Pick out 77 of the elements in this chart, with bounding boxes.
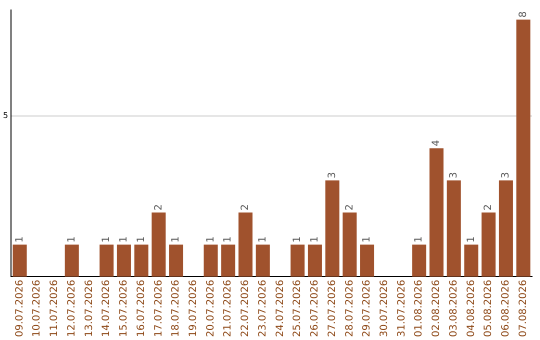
bar xyxy=(429,148,444,277)
bar xyxy=(290,244,305,277)
x-tick-label: 16.07.2026 xyxy=(136,280,147,338)
bar xyxy=(100,244,114,277)
x-tick-label: 05.08.2026 xyxy=(483,280,494,338)
data-label: 1 xyxy=(466,236,477,243)
bar xyxy=(342,212,357,277)
x-tick-label: 01.08.2026 xyxy=(414,280,425,338)
x-tick-label: 09.07.2026 xyxy=(14,280,26,338)
bar xyxy=(516,20,530,277)
data-label: 3 xyxy=(500,172,512,178)
data-label: 1 xyxy=(101,236,112,243)
x-tick-label: 17.07.2026 xyxy=(153,280,164,338)
x-tick-label: 06.08.2026 xyxy=(500,280,512,338)
x-tick-label: 04.08.2026 xyxy=(466,280,477,338)
bar xyxy=(308,244,322,277)
bar xyxy=(12,244,27,277)
x-tick-label: 31.07.2026 xyxy=(396,280,408,338)
data-label: 1 xyxy=(292,236,304,243)
data-label: 1 xyxy=(257,236,268,243)
data-label: 3 xyxy=(326,172,338,178)
bar xyxy=(412,244,426,277)
data-label: 4 xyxy=(431,140,442,146)
bar xyxy=(116,244,131,277)
x-tick-label: 23.07.2026 xyxy=(257,280,268,338)
data-label: 2 xyxy=(344,204,356,210)
data-label: 1 xyxy=(222,236,234,243)
x-tick-label: 18.07.2026 xyxy=(170,280,182,338)
bar xyxy=(464,244,478,277)
bar xyxy=(498,180,513,277)
y-tick-label: 5 xyxy=(2,111,8,120)
data-label: 1 xyxy=(14,236,26,243)
x-tick-label: 03.08.2026 xyxy=(448,280,460,338)
x-tick-label: 27.07.2026 xyxy=(326,280,338,338)
data-label: 2 xyxy=(153,204,164,210)
x-tick-label: 07.08.2026 xyxy=(518,280,529,338)
data-label: 1 xyxy=(66,236,78,243)
x-tick-label: 20.07.2026 xyxy=(205,280,216,338)
data-label: 1 xyxy=(170,236,182,243)
data-label: 1 xyxy=(362,236,373,243)
x-tick-label: 11.07.2026 xyxy=(49,280,60,338)
bar xyxy=(256,244,270,277)
data-label: 8 xyxy=(518,11,529,18)
x-tick-label: 26.07.2026 xyxy=(310,280,321,338)
bar xyxy=(482,212,496,277)
bar xyxy=(64,244,79,277)
x-tick-label: 12.07.2026 xyxy=(66,280,78,338)
bar xyxy=(238,212,253,277)
bar xyxy=(325,180,340,277)
bar xyxy=(152,212,166,277)
data-label: 1 xyxy=(136,236,147,243)
bar xyxy=(360,244,374,277)
x-tick-label: 30.07.2026 xyxy=(379,280,390,338)
x-tick-label: 10.07.2026 xyxy=(32,280,43,338)
x-tick-label: 22.07.2026 xyxy=(240,280,252,338)
x-tick-label: 24.07.2026 xyxy=(274,280,286,338)
data-label: 3 xyxy=(448,172,460,178)
bar xyxy=(204,244,218,277)
x-tick-label: 02.08.2026 xyxy=(431,280,442,338)
x-tick-label: 14.07.2026 xyxy=(101,280,112,338)
data-label: 1 xyxy=(118,236,130,243)
data-label: 1 xyxy=(310,236,321,243)
bar xyxy=(169,244,184,277)
x-tick-label: 15.07.2026 xyxy=(118,280,130,338)
bar xyxy=(221,244,236,277)
data-label: 1 xyxy=(414,236,425,243)
x-tick-label: 13.07.2026 xyxy=(84,280,95,338)
data-label: 2 xyxy=(240,204,252,210)
x-tick-label: 28.07.2026 xyxy=(344,280,356,338)
data-label: 2 xyxy=(483,204,494,210)
x-tick-label: 29.07.2026 xyxy=(362,280,373,338)
x-tick-label: 19.07.2026 xyxy=(188,280,199,338)
x-tick-label: 21.07.2026 xyxy=(222,280,234,338)
data-label: 1 xyxy=(205,236,216,243)
x-tick-label: 25.07.2026 xyxy=(292,280,304,338)
bar xyxy=(134,244,148,277)
bar xyxy=(446,180,461,277)
